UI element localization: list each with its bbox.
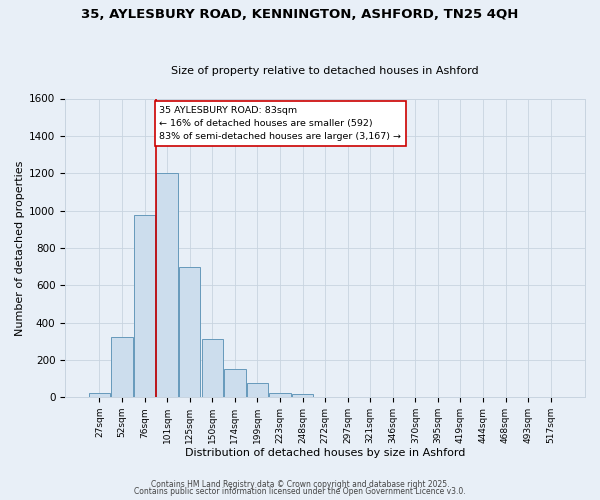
Text: Contains public sector information licensed under the Open Government Licence v3: Contains public sector information licen… — [134, 487, 466, 496]
Y-axis label: Number of detached properties: Number of detached properties — [15, 160, 25, 336]
Text: 35, AYLESBURY ROAD, KENNINGTON, ASHFORD, TN25 4QH: 35, AYLESBURY ROAD, KENNINGTON, ASHFORD,… — [82, 8, 518, 20]
Bar — [202, 340, 223, 397]
Bar — [292, 394, 313, 397]
Title: Size of property relative to detached houses in Ashford: Size of property relative to detached ho… — [171, 66, 479, 76]
Bar — [112, 336, 133, 397]
Bar — [179, 266, 200, 397]
Bar — [134, 215, 155, 397]
Bar — [89, 392, 110, 397]
Bar — [157, 173, 178, 397]
Text: Contains HM Land Registry data © Crown copyright and database right 2025.: Contains HM Land Registry data © Crown c… — [151, 480, 449, 489]
Bar — [269, 392, 290, 397]
Bar — [247, 383, 268, 397]
Text: 35 AYLESBURY ROAD: 83sqm
← 16% of detached houses are smaller (592)
83% of semi-: 35 AYLESBURY ROAD: 83sqm ← 16% of detach… — [159, 106, 401, 142]
X-axis label: Distribution of detached houses by size in Ashford: Distribution of detached houses by size … — [185, 448, 465, 458]
Bar — [224, 369, 245, 397]
